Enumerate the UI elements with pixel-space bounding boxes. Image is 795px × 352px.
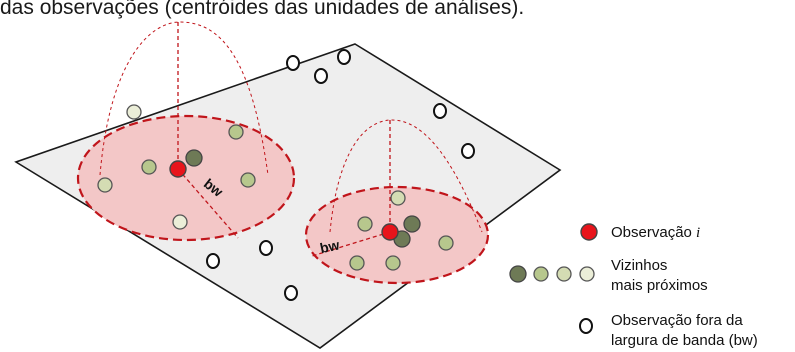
legend-neighbor-marker-mid	[533, 266, 549, 282]
neighbor-point	[403, 215, 421, 233]
bandwidth-ellipse-left	[76, 114, 296, 242]
legend-observation-label: Observação i	[611, 224, 700, 241]
legend-neighbor-marker-dark	[509, 265, 527, 283]
legend-neighbors-label-line2: mais próximos	[611, 277, 708, 294]
outside-point	[337, 49, 351, 65]
neighbor-point	[126, 104, 142, 120]
neighbor-point	[240, 172, 256, 188]
legend-outside-label-line1: Observação fora da	[611, 312, 743, 329]
kernel-left: bw	[76, 21, 296, 242]
outside-point	[286, 55, 300, 71]
legend-outside-label-line2: largura de banda (bw)	[611, 332, 758, 349]
legend-neighbor-marker-light	[556, 266, 572, 282]
neighbor-point	[385, 255, 401, 271]
outside-point	[259, 240, 273, 256]
neighbor-point	[228, 124, 244, 140]
neighbor-point	[97, 177, 113, 193]
outside-point	[206, 253, 220, 269]
observation-i-point	[169, 160, 187, 178]
legend-neighbor-marker-lightest	[579, 266, 595, 282]
bandwidth-label-right: bw	[318, 236, 340, 256]
neighbor-point	[141, 159, 157, 175]
observation-i-point	[381, 223, 399, 241]
kernel-curve-right	[329, 119, 483, 233]
outside-point	[314, 68, 328, 84]
legend-observation-marker	[580, 223, 598, 241]
legend-neighbors-label-line1: Vizinhos	[611, 257, 667, 274]
outside-point	[461, 143, 475, 159]
outside-observations	[206, 49, 475, 301]
neighbor-point	[438, 235, 454, 251]
kernel-curve-left	[99, 21, 269, 176]
bandwidth-radius-left	[177, 168, 239, 239]
neighbor-point	[349, 255, 365, 271]
outside-point	[433, 103, 447, 119]
neighbor-point	[185, 149, 203, 167]
outside-point	[284, 285, 298, 301]
caption-text: das observações (centróides das unidades…	[0, 0, 524, 19]
kernel-right: bw	[304, 119, 490, 285]
neighbor-point	[390, 190, 406, 206]
neighbor-point	[172, 214, 188, 230]
neighbor-point	[357, 216, 373, 232]
legend-outside-marker	[579, 318, 593, 334]
legend: Observação i Vizinhos mais próximos Obse…	[509, 223, 758, 349]
